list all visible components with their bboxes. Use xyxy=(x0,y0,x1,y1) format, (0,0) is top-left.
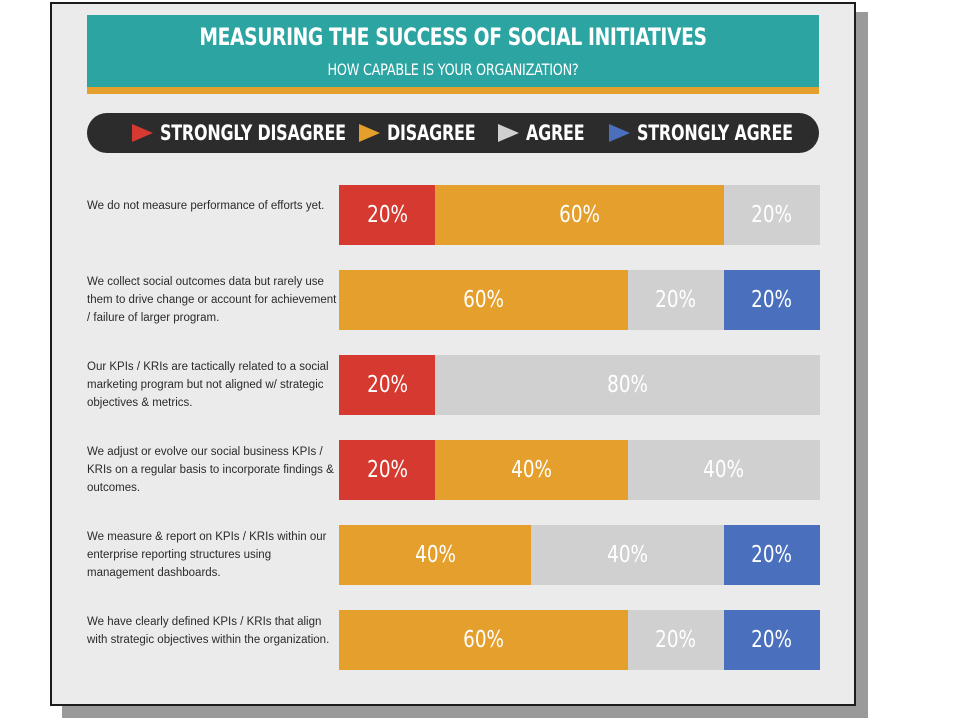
bar-value-label: 20% xyxy=(366,202,408,228)
stacked-bar: 20% 60% 20% xyxy=(339,185,820,245)
stacked-bar: 60% 20% 20% xyxy=(339,610,820,670)
bar-segment-strongly-disagree: 20% xyxy=(339,355,436,415)
bar-segment-disagree: 40% xyxy=(339,525,532,585)
legend-marker-strongly-agree xyxy=(609,124,630,142)
bar-value-label: 40% xyxy=(607,542,649,568)
bar-segment-disagree: 40% xyxy=(435,440,628,500)
bar-segment-disagree: 60% xyxy=(339,270,628,330)
bar-segment-agree: 20% xyxy=(723,185,820,245)
bar-segment-strongly-agree: 20% xyxy=(723,270,820,330)
bar-value-label: 20% xyxy=(751,542,793,568)
bar-segment-agree: 80% xyxy=(435,355,820,415)
legend-label: AGREE xyxy=(526,121,585,145)
bar-value-label: 80% xyxy=(607,372,649,398)
row-label: We collect social outcomes data but rare… xyxy=(87,276,337,324)
bar-value-label: 20% xyxy=(655,627,697,653)
bar-segment-agree: 20% xyxy=(627,610,724,670)
bar-segment-disagree: 60% xyxy=(339,610,628,670)
bar-value-label: 40% xyxy=(703,457,745,483)
legend-marker-strongly-disagree xyxy=(132,124,153,142)
bar-value-label: 60% xyxy=(462,287,504,313)
infographic-frame xyxy=(50,2,856,706)
bar-value-label: 60% xyxy=(559,202,600,228)
legend-item-agree: AGREE xyxy=(498,113,603,153)
bar-value-label: 40% xyxy=(510,457,552,483)
legend-label: STRONGLY DISAGREE xyxy=(160,121,346,145)
bar-value-label: 20% xyxy=(366,457,408,483)
bar-segment-disagree: 60% xyxy=(435,185,724,245)
legend-marker-agree xyxy=(498,124,519,142)
bar-value-label: 20% xyxy=(751,287,793,313)
legend-marker-disagree xyxy=(359,124,380,142)
stacked-bar: 20% 80% xyxy=(339,355,820,415)
bar-value-label: 20% xyxy=(751,627,793,653)
header-accent-strip xyxy=(87,87,819,94)
legend-label: STRONGLY AGREE xyxy=(637,121,793,145)
bar-value-label: 20% xyxy=(655,287,697,313)
stacked-bar: 60% 20% 20% xyxy=(339,270,820,330)
row-label: We measure & report on KPIs / KRIs withi… xyxy=(87,531,327,579)
row-label: We have clearly defined KPIs / KRIs that… xyxy=(87,616,330,646)
header-banner: MEASURING THE SUCCESS OF SOCIAL INITIATI… xyxy=(87,15,819,87)
bar-value-label: 20% xyxy=(366,372,408,398)
bar-segment-strongly-disagree: 20% xyxy=(339,440,436,500)
bar-value-label: 60% xyxy=(462,627,504,653)
bar-value-label: 40% xyxy=(414,542,456,568)
bar-segment-agree: 40% xyxy=(627,440,820,500)
row-label: Our KPIs / KRIs are tactically related t… xyxy=(87,361,329,409)
bar-value-label: 20% xyxy=(751,202,793,228)
stacked-bar: 20% 40% 40% xyxy=(339,440,820,500)
bar-segment-strongly-agree: 20% xyxy=(723,610,820,670)
legend: STRONGLY DISAGREE DISAGREE AGREE STRONGL… xyxy=(87,113,819,153)
legend-label: DISAGREE xyxy=(387,121,476,145)
legend-item-disagree: DISAGREE xyxy=(359,113,503,153)
bar-segment-strongly-disagree: 20% xyxy=(339,185,436,245)
row-label: We adjust or evolve our social business … xyxy=(87,446,334,494)
stacked-bar: 40% 40% 20% xyxy=(339,525,820,585)
row-label: We do not measure performance of efforts… xyxy=(87,200,325,212)
legend-item-strongly-disagree: STRONGLY DISAGREE xyxy=(132,113,405,153)
bar-segment-agree: 20% xyxy=(627,270,724,330)
chart-subtitle: HOW CAPABLE IS YOUR ORGANIZATION? xyxy=(327,60,579,79)
legend-item-strongly-agree: STRONGLY AGREE xyxy=(609,113,842,153)
bar-segment-strongly-agree: 20% xyxy=(723,525,820,585)
chart-title: MEASURING THE SUCCESS OF SOCIAL INITIATI… xyxy=(199,23,707,51)
bar-segment-agree: 40% xyxy=(531,525,724,585)
